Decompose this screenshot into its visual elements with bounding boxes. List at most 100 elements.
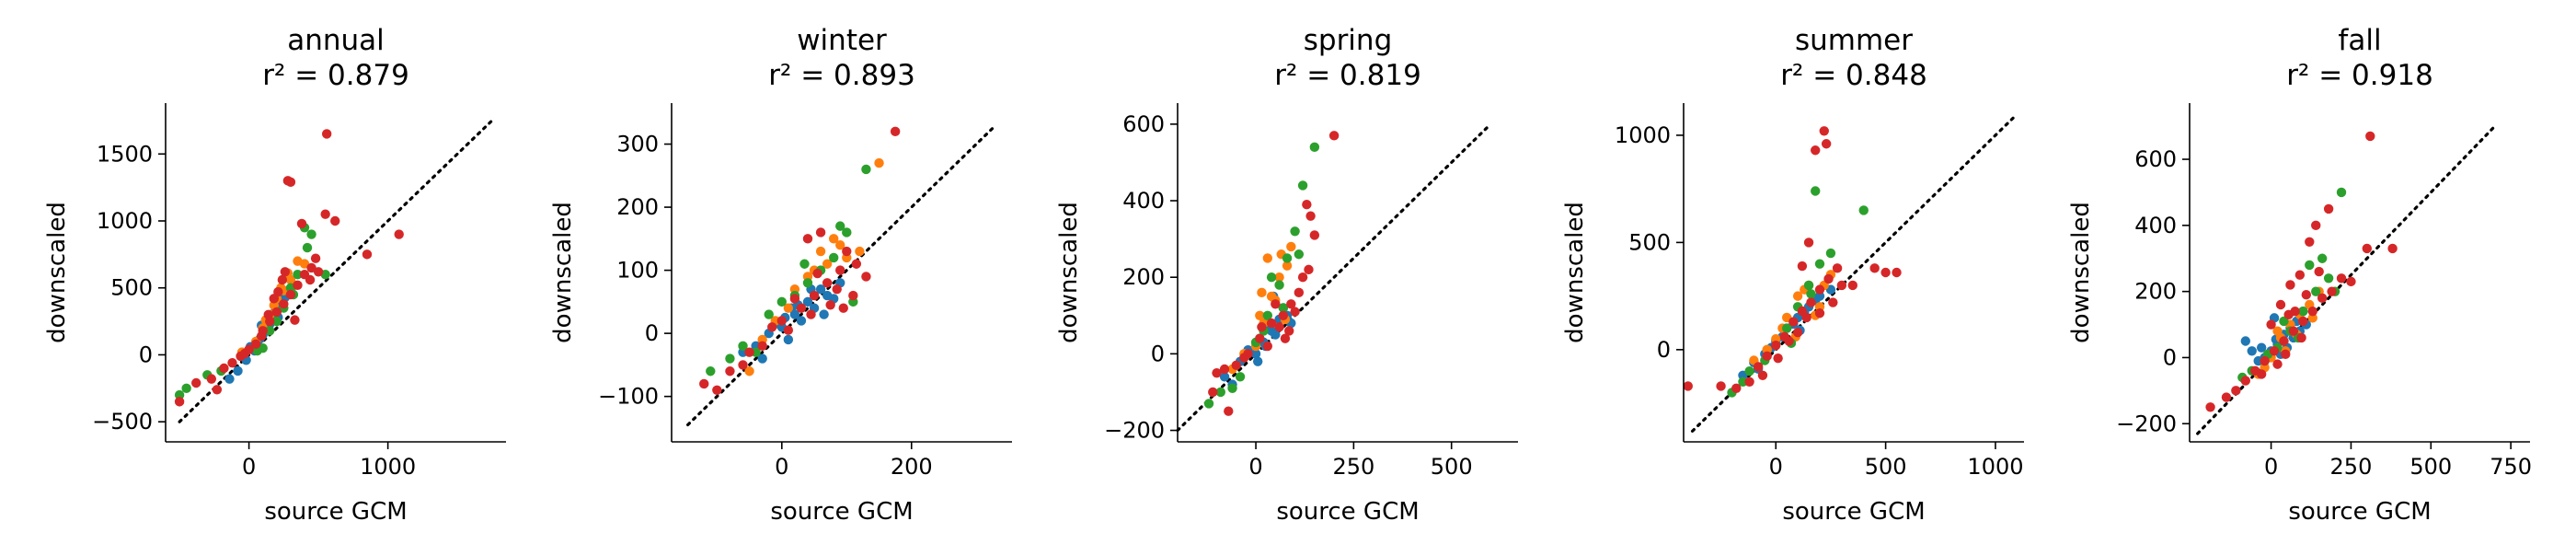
x-axis-label: source GCM [264,498,407,526]
data-point [2387,243,2398,254]
data-point [725,353,735,364]
data-point [299,259,310,269]
data-point [313,267,324,277]
data-point [285,289,296,300]
data-point [1219,372,1230,382]
data-point [219,363,229,374]
subplot-r2-label: r² = 0.918 [2286,59,2433,92]
data-point [1753,362,1764,372]
data-point [233,365,243,376]
data-point [2311,286,2321,296]
data-point [174,397,185,407]
data-point [1278,303,1289,313]
data-point [2317,293,2328,304]
x-tick-label: 1000 [360,454,416,480]
x-tick-label: 250 [1332,454,1374,480]
y-tick-label: −500 [92,409,153,434]
data-point [2205,402,2215,412]
data-point [224,374,235,384]
data-point [306,229,316,239]
data-point [2240,336,2250,346]
y-tick-label: −200 [1104,418,1165,444]
data-point [1257,322,1267,332]
subplot-r2-label: r² = 0.848 [1780,59,1927,92]
data-point [1716,381,1726,391]
data-point [1294,249,1305,260]
x-tick-label: 200 [891,454,933,480]
data-point [2281,349,2291,360]
data-point [191,377,201,388]
x-axis-label: source GCM [1276,498,1419,526]
y-tick-label: 0 [1657,337,1671,363]
data-point [744,366,754,376]
data-point [1231,360,1241,371]
data-point [1255,333,1265,343]
data-point [776,296,788,307]
data-point [799,259,810,269]
data-point [2275,299,2286,310]
data-point [310,253,321,263]
data-point [263,309,273,320]
data-point [1297,272,1308,283]
data-point [280,267,291,277]
data-point [2231,386,2241,396]
data-point [1847,280,1858,291]
data-point [2240,376,2250,386]
data-point [874,157,884,168]
data-point [835,221,845,231]
data-point [1286,299,1296,309]
data-point [1792,291,1803,301]
data-point [206,374,217,384]
data-point [2256,369,2267,379]
subplot-title: annual [287,24,385,57]
x-tick-label: 0 [775,454,788,480]
data-point [1771,340,1781,351]
y-axis-label: downscaled [1561,202,1589,343]
data-point [2256,342,2267,353]
x-tick-label: 500 [1431,454,1473,480]
data-point [1262,253,1273,263]
data-point [815,284,826,295]
data-point [1271,330,1281,340]
data-point [776,316,788,326]
data-point [1803,280,1814,291]
data-point [279,298,289,309]
data-point [1274,272,1284,283]
data-point [1266,318,1277,329]
data-point [2346,276,2356,287]
data-point [306,262,316,273]
data-point [838,303,848,313]
y-tick-label: 0 [139,342,153,367]
y-axis-label: downscaled [43,202,71,343]
data-point [2362,243,2373,254]
data-point [1762,351,1772,362]
data-point [2279,336,2289,346]
y-tick-label: −100 [598,384,659,410]
data-point [744,347,754,357]
data-point [1302,199,1312,210]
data-point [835,239,845,250]
identity-line [178,119,494,423]
data-point [1757,370,1768,380]
data-point [1235,372,1246,382]
series-2 [1727,186,1869,398]
data-point [330,215,340,226]
data-point [890,126,901,137]
data-point [250,339,261,350]
data-point [1274,280,1284,290]
data-point [699,378,709,389]
data-point [1819,126,1829,136]
y-tick-label: 1500 [97,141,153,167]
data-point [712,385,722,396]
data-point [1290,307,1300,317]
data-point [757,353,767,364]
data-point [181,383,191,394]
data-point [290,315,300,325]
x-tick-label: 0 [242,454,256,480]
data-point [825,300,835,310]
data-point [174,389,185,400]
y-tick-label: 400 [1122,188,1165,214]
y-axis-label: downscaled [2067,202,2095,343]
